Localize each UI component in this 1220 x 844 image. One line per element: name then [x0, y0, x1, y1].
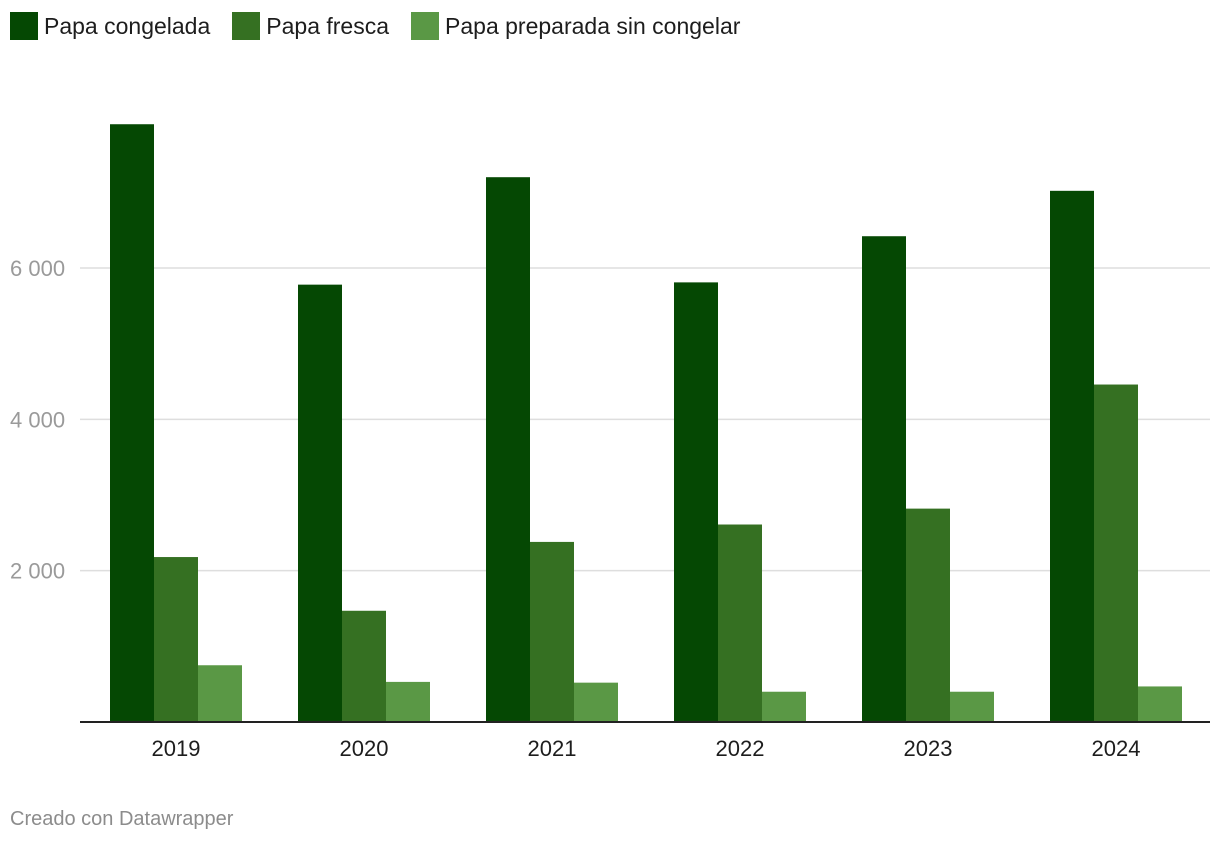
bar [1094, 384, 1138, 722]
bar [862, 236, 906, 722]
y-tick-label: 4 000 [10, 407, 65, 432]
bar [486, 177, 530, 722]
legend-swatch [411, 12, 440, 40]
bar [154, 557, 198, 722]
x-tick-label: 2023 [904, 736, 953, 761]
legend-label: Papa congelada [44, 12, 211, 39]
legend-swatch [232, 12, 261, 40]
x-tick-label: 2022 [716, 736, 765, 761]
legend-item-papa-fresca: Papa fresca [232, 12, 389, 40]
chart-legend: Papa congelada Papa fresca Papa preparad… [10, 12, 762, 40]
bar [574, 682, 618, 722]
bar [110, 124, 154, 722]
bar [530, 541, 574, 722]
y-tick-label: 2 000 [10, 559, 65, 584]
x-tick-label: 2020 [340, 736, 389, 761]
x-tick-label: 2019 [152, 736, 201, 761]
legend-label: Papa preparada sin congelar [445, 12, 741, 39]
bar [674, 282, 718, 722]
bar [718, 524, 762, 722]
legend-label: Papa fresca [266, 12, 390, 39]
bar-chart: 2 000 4 000 6 000 2019 2020 2021 2022 2023 2024 [10, 124, 1210, 761]
y-tick-label: 6 000 [10, 256, 65, 281]
bar [1138, 686, 1182, 722]
bar [386, 681, 430, 722]
bar [298, 284, 342, 722]
legend-swatch [10, 12, 38, 40]
x-tick-label: 2021 [528, 736, 577, 761]
bar [342, 610, 386, 722]
legend-item-papa-preparada: Papa preparada sin congelar [411, 12, 740, 40]
bar [906, 508, 950, 722]
bar [198, 665, 242, 722]
x-tick-label: 2024 [1092, 736, 1141, 761]
legend-item-papa-congelada: Papa congelada [10, 12, 210, 40]
bar [762, 691, 806, 722]
bar [1050, 190, 1094, 722]
footer-credit: Creado con Datawrapper [10, 808, 234, 830]
bar [950, 691, 994, 722]
